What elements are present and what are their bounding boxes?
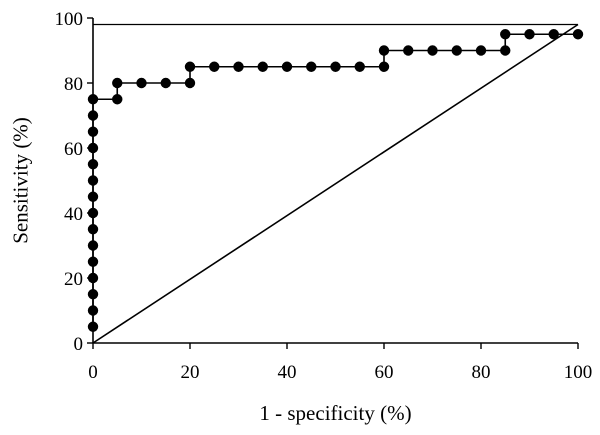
series-layer (87, 23, 584, 344)
roc-point (209, 61, 220, 72)
roc-point (87, 224, 99, 235)
roc-point (500, 45, 511, 56)
roc-point (184, 61, 196, 72)
roc-point (184, 77, 196, 89)
x-tick-label: 100 (564, 362, 593, 383)
roc-point (378, 61, 390, 72)
roc-point (281, 61, 293, 72)
roc-point (87, 289, 99, 300)
roc-point (160, 77, 171, 89)
reference-diagonal-line (92, 23, 579, 344)
y-axis-title: Sensitivity (%) (8, 117, 32, 244)
y-tick-label: 100 (55, 9, 84, 30)
y-tick-label: 80 (64, 74, 83, 95)
x-tick-label: 40 (278, 362, 297, 383)
roc-point (136, 77, 147, 89)
roc-point (87, 142, 99, 154)
roc-point (112, 77, 123, 89)
y-tick-label: 0 (74, 334, 84, 355)
roc-point (378, 45, 390, 56)
roc-point (87, 240, 99, 251)
x-tick-label: 80 (472, 362, 491, 383)
y-tick-label: 60 (64, 139, 83, 160)
roc-point (87, 94, 99, 105)
roc-point (330, 61, 341, 72)
roc-point (87, 175, 99, 186)
roc-point (87, 110, 99, 121)
roc-point (87, 321, 99, 332)
roc-point (500, 29, 511, 40)
roc-point (87, 159, 99, 170)
roc-point (572, 29, 584, 40)
roc-point (427, 45, 438, 56)
x-tick-label: 20 (181, 362, 200, 383)
roc-point (257, 61, 268, 72)
x-tick-label: 0 (88, 362, 98, 383)
roc-point (451, 45, 462, 56)
roc-point (87, 126, 99, 137)
y-tick-label: 20 (64, 269, 83, 290)
x-ticks: 0 20 40 60 80 100 (88, 343, 592, 383)
y-ticks: 0 20 40 60 80 100 (55, 9, 93, 355)
roc-point (306, 61, 317, 72)
roc-point (87, 191, 99, 202)
roc-point (233, 61, 244, 72)
roc-point (403, 45, 414, 56)
roc-point (87, 272, 99, 284)
roc-point (112, 94, 123, 105)
y-tick-label: 40 (64, 204, 83, 225)
x-tick-label: 60 (375, 362, 394, 383)
roc-point (87, 305, 99, 316)
roc-point (548, 29, 559, 40)
roc-point (87, 207, 99, 219)
roc-point (475, 45, 487, 56)
roc-point (524, 29, 535, 40)
x-axis-title: 1 - specificity (%) (259, 401, 411, 425)
roc-point (87, 256, 99, 267)
roc-point (354, 61, 365, 72)
